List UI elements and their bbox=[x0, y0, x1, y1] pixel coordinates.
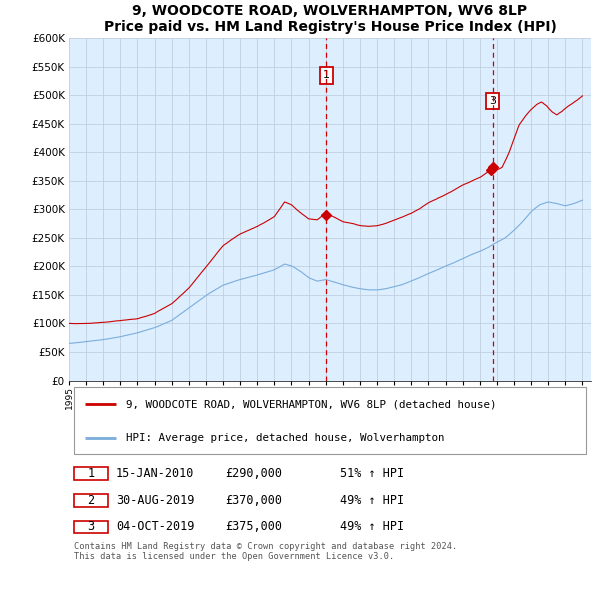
Text: 49% ↑ HPI: 49% ↑ HPI bbox=[340, 494, 404, 507]
FancyBboxPatch shape bbox=[74, 387, 586, 454]
Text: 49% ↑ HPI: 49% ↑ HPI bbox=[340, 520, 404, 533]
Text: £375,000: £375,000 bbox=[226, 520, 283, 533]
FancyBboxPatch shape bbox=[74, 467, 108, 480]
Text: 2: 2 bbox=[88, 494, 95, 507]
Text: 1: 1 bbox=[323, 70, 330, 80]
Text: 3: 3 bbox=[489, 96, 496, 106]
Text: 51% ↑ HPI: 51% ↑ HPI bbox=[340, 467, 404, 480]
Text: 1: 1 bbox=[88, 467, 95, 480]
Text: 30-AUG-2019: 30-AUG-2019 bbox=[116, 494, 194, 507]
Text: £290,000: £290,000 bbox=[226, 467, 283, 480]
FancyBboxPatch shape bbox=[74, 520, 108, 533]
Text: 04-OCT-2019: 04-OCT-2019 bbox=[116, 520, 194, 533]
Title: 9, WOODCOTE ROAD, WOLVERHAMPTON, WV6 8LP
Price paid vs. HM Land Registry's House: 9, WOODCOTE ROAD, WOLVERHAMPTON, WV6 8LP… bbox=[104, 4, 556, 34]
FancyBboxPatch shape bbox=[74, 494, 108, 507]
Text: 3: 3 bbox=[88, 520, 95, 533]
Text: 9, WOODCOTE ROAD, WOLVERHAMPTON, WV6 8LP (detached house): 9, WOODCOTE ROAD, WOLVERHAMPTON, WV6 8LP… bbox=[127, 399, 497, 409]
Text: HPI: Average price, detached house, Wolverhampton: HPI: Average price, detached house, Wolv… bbox=[127, 433, 445, 443]
Text: £370,000: £370,000 bbox=[226, 494, 283, 507]
Text: 15-JAN-2010: 15-JAN-2010 bbox=[116, 467, 194, 480]
Text: Contains HM Land Registry data © Crown copyright and database right 2024.
This d: Contains HM Land Registry data © Crown c… bbox=[74, 542, 457, 562]
